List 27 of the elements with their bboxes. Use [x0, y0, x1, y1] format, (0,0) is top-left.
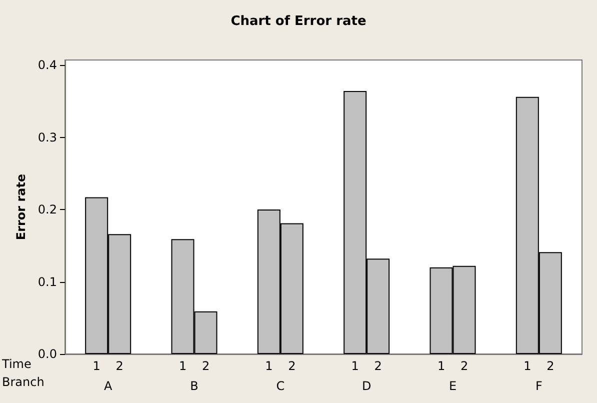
- series-label: 1: [92, 359, 100, 373]
- y-tick-label: 0.0: [38, 347, 57, 361]
- series-label: 2: [116, 359, 124, 373]
- y-tick-label: 0.3: [38, 130, 57, 144]
- x-tick-label: A: [104, 379, 113, 393]
- y-tick-label: 0.2: [38, 202, 57, 217]
- x-tick-label: D: [362, 379, 372, 393]
- x-tick-label: F: [535, 379, 542, 393]
- x-tick-label: C: [276, 379, 285, 393]
- x-tick-label: B: [190, 379, 198, 393]
- text: Time: [1, 357, 32, 371]
- text: 1: [265, 359, 273, 373]
- x-tick-label: E: [448, 379, 457, 393]
- text: 2: [202, 359, 210, 373]
- text: 2: [460, 359, 468, 373]
- text: 2: [374, 359, 382, 373]
- text: 1: [524, 359, 532, 373]
- y-tick-label: 0.4: [38, 58, 57, 72]
- text: 1: [437, 359, 446, 373]
- text: Branch: [2, 375, 44, 389]
- text: 2: [288, 359, 296, 373]
- text: 1: [178, 359, 187, 373]
- text: 2: [546, 359, 554, 373]
- chart-title: Chart of Error rate: [230, 14, 366, 29]
- y-axis-title: Error rate: [14, 174, 28, 240]
- y-tick-label: 0.1: [38, 274, 57, 289]
- text: 1: [351, 359, 359, 373]
